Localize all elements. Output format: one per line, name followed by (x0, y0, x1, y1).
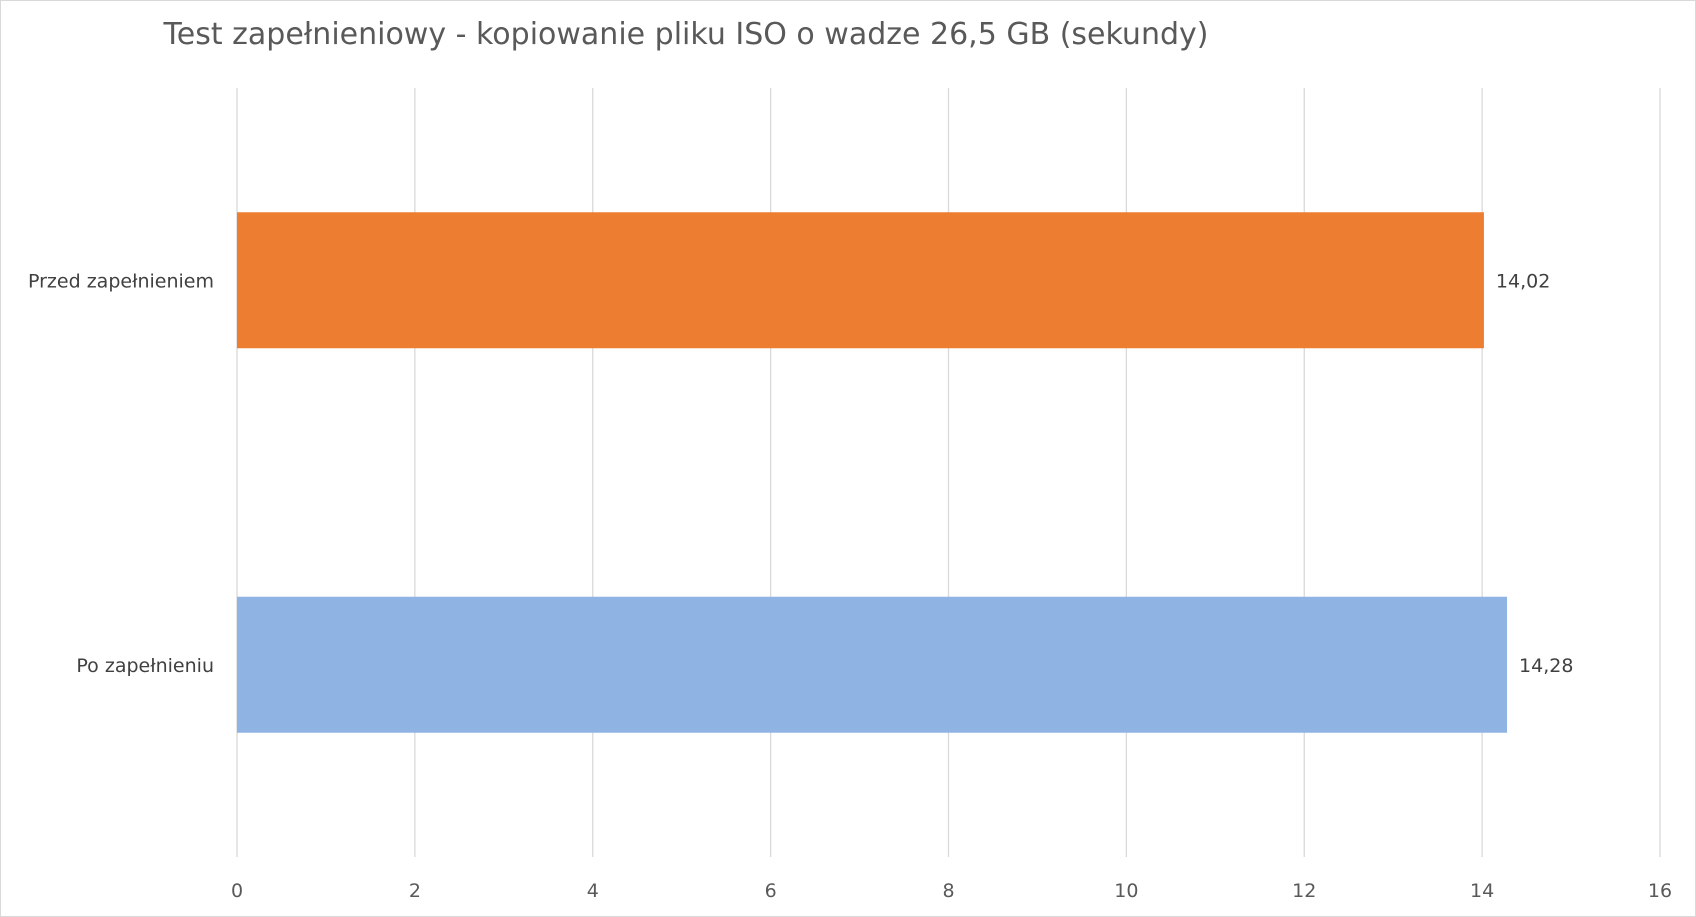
x-tick-label: 4 (587, 880, 599, 902)
bar-1 (237, 596, 1508, 733)
x-tick-label: 12 (1292, 880, 1316, 902)
chart-title: Test zapełnieniowy - kopiowanie pliku IS… (163, 17, 1209, 52)
x-tick-label: 8 (942, 880, 954, 902)
bar-0 (237, 212, 1484, 349)
bars (237, 212, 1508, 733)
gridlines (236, 88, 1661, 857)
category-label: Przed zapełnieniem (28, 270, 214, 292)
x-tick-label: 14 (1470, 880, 1494, 902)
x-tick-label: 6 (765, 880, 777, 902)
x-tick-label: 10 (1114, 880, 1138, 902)
labels: 0 2 4 6 8 10 12 14 16 Przed zapełnieniem 14,02 Po z… (28, 270, 1672, 902)
category-label: Po zapełnieniu (76, 655, 214, 677)
data-label: 14,02 (1496, 270, 1550, 292)
x-tick-label: 0 (231, 880, 243, 902)
x-tick-label: 16 (1648, 880, 1672, 902)
data-label: 14,28 (1519, 655, 1573, 677)
x-tick-label: 2 (409, 880, 421, 902)
